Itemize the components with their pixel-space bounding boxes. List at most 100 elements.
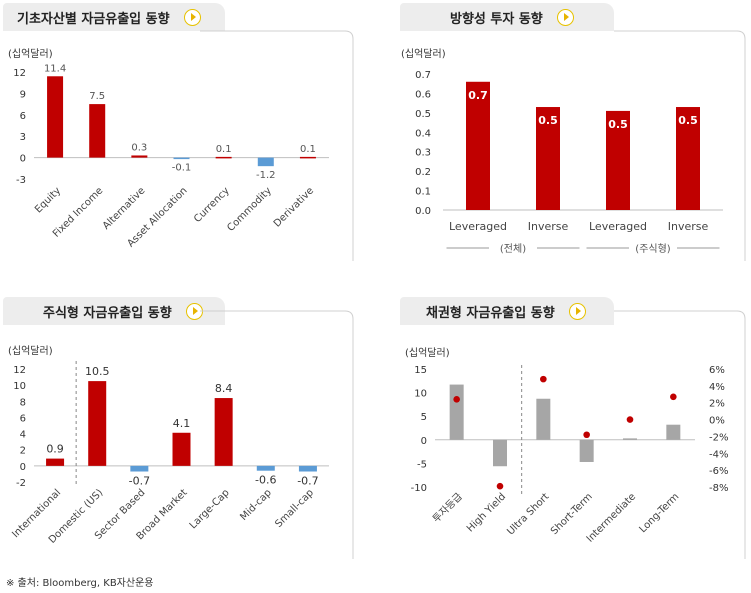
y-tick-label: 6 [20, 111, 26, 122]
x-tick-label: Inverse [528, 220, 569, 233]
unit-label: (십억달러) [401, 49, 446, 60]
panel-frame [200, 310, 354, 559]
data-label: 7.5 [89, 91, 105, 102]
arrow-right-icon[interactable] [556, 8, 574, 26]
panel-title-tab: 채권형 자금유출입 동향 [400, 297, 614, 325]
group-label: (주식형) [635, 243, 671, 255]
bar [298, 465, 317, 472]
x-tick-label: Mid-cap [238, 487, 274, 523]
y-tick-label: 0.3 [415, 148, 431, 159]
y-tick-label: -3 [16, 175, 26, 186]
scatter-dot [670, 393, 677, 401]
scatter-dot [626, 416, 634, 423]
y2-tick-label: -4% [709, 449, 728, 460]
bar [676, 107, 700, 210]
data-label: -1.2 [256, 170, 276, 181]
y-tick-label: 12 [13, 365, 26, 376]
bar [666, 424, 681, 440]
x-tick-label: Inverse [668, 220, 709, 233]
bar [536, 398, 551, 440]
chart-directional: 0.0 0.1 0.2 0.3 0.4 0.5 0.6 0.7 0.7 Leveraged 0.5 I… [415, 30, 746, 261]
x-tick-label: Leveraged [449, 220, 507, 233]
bar [88, 381, 107, 466]
panel-frame [614, 310, 746, 559]
y-tick-label: 10 [13, 381, 26, 392]
y-tick-label: 5 [421, 412, 427, 423]
y-tick-label: 15 [414, 365, 427, 376]
bar [131, 155, 148, 158]
data-label: 0.1 [216, 144, 232, 155]
panel-frame [614, 30, 746, 261]
unit-label: (십억달러) [405, 348, 450, 359]
y-tick-label: 4 [20, 430, 26, 441]
chart-equity: -20246810120.9International10.5Domestic … [10, 310, 354, 559]
y-tick-label: 0.5 [415, 109, 431, 120]
bar [493, 439, 507, 467]
y-tick-label: 12 [13, 68, 26, 79]
data-label: -0.6 [255, 474, 276, 487]
arrow-right-icon[interactable] [183, 8, 201, 26]
x-tick-label: Commodity [225, 185, 274, 234]
x-tick-label: Long-Term [638, 491, 682, 535]
x-tick-label: Alternative [101, 185, 148, 232]
panel-title-tab: 주식형 자금유출입 동향 [3, 297, 225, 325]
chart-title: 기초자산별 자금유출입 동향 [17, 11, 170, 27]
x-tick-label: Equity [33, 185, 63, 215]
data-label: -0.1 [172, 162, 192, 173]
x-tick-label: Short-Term [549, 491, 595, 537]
bar [579, 439, 594, 462]
bar [299, 156, 316, 159]
y-tick-label: 0.1 [415, 187, 431, 198]
y-tick-label: 0.7 [415, 70, 431, 81]
y2-tick-label: 6% [709, 365, 725, 376]
y-tick-label: 10 [414, 389, 427, 400]
data-label: -0.7 [297, 475, 318, 488]
bar [623, 438, 637, 440]
panel-asset-class-flows: 기초자산별 자금유출입 동향 (십억달러) -3 0 3 6 9 12 11.4 Equity… [0, 0, 360, 270]
y-tick-label: 0.4 [415, 128, 431, 139]
data-label: 0.3 [131, 142, 147, 153]
chart-bond: -10 -5 0 5 10 15 -8% -6% -4% -2% 0% 2% 4% 6% 투자등급 High … [411, 310, 746, 559]
y-tick-label: -5 [417, 459, 427, 470]
x-tick-label: Ultra Short [505, 491, 551, 537]
bar [536, 107, 560, 210]
x-tick-label: Currency [192, 185, 232, 225]
x-tick-label: Leveraged [589, 220, 647, 233]
scatter-dot [540, 375, 547, 383]
y2-tick-label: 2% [709, 399, 725, 410]
panel-title-tab: 방향성 투자 동향 [400, 3, 614, 31]
chart-title: 채권형 자금유출입 동향 [426, 305, 555, 321]
chart-title: 방향성 투자 동향 [450, 11, 543, 27]
data-label: 8.4 [215, 382, 233, 395]
arrow-right-icon[interactable] [568, 302, 586, 320]
source-note: ※ 출처: Bloomberg, KB자산운용 [6, 578, 154, 589]
y-tick-label: -2 [16, 478, 26, 489]
data-label: 11.4 [44, 63, 66, 74]
x-tick-label: 투자등급 [430, 491, 465, 526]
bar [449, 384, 464, 440]
y2-tick-label: 4% [709, 382, 725, 393]
y2-tick-label: -8% [709, 483, 728, 494]
y2-tick-label: 0% [709, 416, 725, 427]
y-tick-label: 0.6 [415, 89, 431, 100]
data-label: 0.5 [538, 114, 558, 127]
y-tick-label: 0 [20, 154, 26, 165]
panel-frame [200, 30, 354, 261]
scatter-dot [583, 431, 590, 439]
bar [606, 110, 630, 210]
x-tick-label: Small-cap [273, 487, 316, 530]
y-tick-label: 0 [20, 462, 26, 473]
bar [47, 76, 64, 158]
bar [173, 157, 190, 160]
bar [214, 398, 233, 466]
scatter-dot [453, 396, 460, 403]
bar [89, 104, 106, 158]
y-tick-label: 0.0 [415, 206, 431, 217]
y2-tick-label: -2% [709, 432, 728, 443]
bar [466, 81, 490, 211]
y-tick-label: 3 [20, 132, 26, 143]
y-tick-label: -10 [411, 483, 427, 494]
x-tick-label: High Yield [465, 491, 508, 534]
data-label: 0.1 [300, 144, 316, 155]
